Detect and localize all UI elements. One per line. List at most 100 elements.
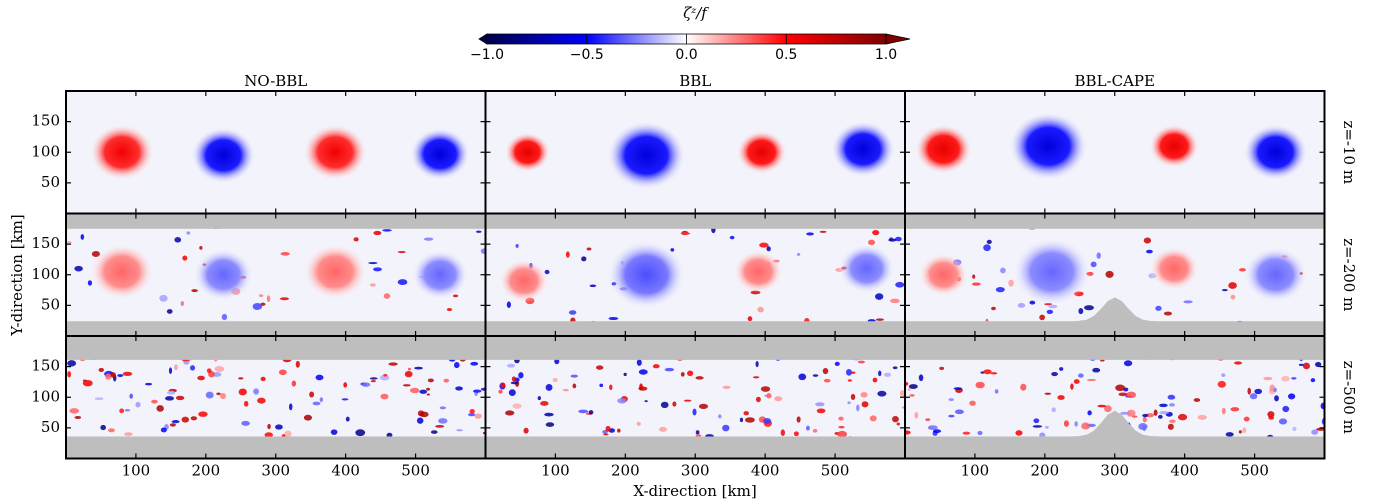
texture-spot	[108, 428, 115, 433]
texture-spot	[427, 378, 434, 383]
x-tick-label: 100	[541, 462, 570, 480]
texture-spot	[397, 279, 408, 286]
texture-spot	[1197, 414, 1207, 420]
eddy	[410, 128, 470, 180]
texture-spot	[763, 417, 772, 425]
texture-spot	[124, 432, 133, 437]
texture-spot	[169, 423, 176, 427]
texture-spot	[883, 372, 892, 377]
texture-spot	[1274, 395, 1279, 402]
x-tick-label: 500	[821, 462, 850, 480]
eddy	[607, 121, 685, 189]
texture-spot	[220, 392, 227, 400]
texture-spot	[523, 427, 529, 434]
eddy	[733, 250, 783, 294]
texture-spot	[588, 410, 594, 415]
texture-spot	[1029, 300, 1036, 305]
x-axis-label: X-direction [km]	[633, 482, 756, 500]
texture-spot	[857, 360, 865, 364]
texture-spot	[174, 237, 182, 243]
texture-spot	[1096, 252, 1101, 259]
column-title: NO-BBL	[244, 72, 307, 90]
texture-spot	[252, 302, 263, 310]
texture-spot	[918, 374, 924, 382]
texture-spot	[160, 427, 167, 433]
texture-spot	[638, 369, 648, 375]
texture-spot	[722, 424, 730, 432]
texture-spot	[1278, 418, 1288, 425]
texture-spot	[511, 376, 516, 382]
texture-spot	[407, 367, 411, 371]
texture-spot	[87, 280, 93, 286]
texture-spot	[506, 363, 516, 368]
texture-spot	[1039, 314, 1046, 321]
texture-spot	[480, 387, 486, 391]
eddy	[193, 249, 253, 301]
texture-spot	[1059, 367, 1064, 371]
texture-spot	[537, 396, 541, 401]
texture-spot	[909, 394, 915, 397]
texture-spot	[67, 360, 77, 367]
texture-spot	[644, 400, 648, 403]
texture-spot	[695, 430, 700, 435]
eddy	[737, 130, 787, 174]
texture-spot	[890, 298, 900, 304]
y-tick-label: 100	[31, 265, 60, 283]
texture-spot	[168, 367, 173, 375]
texture-spot	[370, 380, 376, 383]
x-tick-label: 300	[1100, 462, 1129, 480]
texture-spot	[745, 417, 755, 423]
texture-spot	[815, 402, 825, 407]
colorbar-tick-label: 0.0	[675, 47, 697, 63]
texture-spot	[570, 374, 578, 378]
texture-spot	[159, 294, 168, 302]
texture-spot	[426, 393, 431, 396]
texture-spot	[1242, 427, 1247, 434]
texture-spot	[1120, 411, 1130, 415]
texture-spot	[303, 414, 313, 421]
texture-spot	[692, 408, 697, 416]
texture-spot	[589, 284, 597, 288]
texture-spot	[182, 255, 188, 261]
texture-spot	[129, 393, 133, 399]
texture-spot	[278, 369, 287, 376]
texture-spot	[617, 428, 621, 433]
texture-spot	[280, 251, 290, 256]
texture-spot	[257, 397, 266, 404]
eddy	[915, 124, 972, 174]
texture-spot	[498, 389, 503, 394]
texture-spot	[908, 384, 918, 389]
texture-spot	[994, 389, 999, 394]
texture-spot	[1221, 407, 1226, 415]
texture-spot	[759, 242, 769, 248]
texture-spot	[414, 366, 423, 370]
texture-spot	[454, 361, 460, 369]
texture-spot	[639, 383, 643, 390]
texture-spot	[977, 430, 983, 436]
texture-spot	[135, 401, 141, 408]
texture-spot	[1142, 425, 1147, 432]
texture-spot	[468, 413, 476, 417]
texture-spot	[515, 243, 519, 248]
texture-spot	[545, 383, 553, 391]
texture-spot	[861, 401, 869, 408]
texture-spot	[82, 379, 93, 387]
texture-spot	[1158, 414, 1163, 419]
texture-spot	[752, 376, 760, 379]
texture-spot	[379, 374, 390, 381]
texture-spot	[939, 366, 945, 371]
panel	[905, 91, 1325, 214]
texture-spot	[1298, 363, 1304, 367]
x-tick-label: 300	[261, 462, 290, 480]
texture-spot	[867, 239, 876, 246]
texture-spot	[1097, 404, 1107, 408]
texture-spot	[1163, 311, 1172, 316]
texture-spot	[729, 235, 735, 240]
texture-spot	[875, 318, 884, 321]
texture-spot	[1048, 304, 1058, 309]
texture-spot	[1230, 294, 1236, 300]
texture-spot	[1243, 416, 1250, 422]
texture-spot	[798, 373, 807, 381]
texture-spot	[438, 418, 448, 424]
texture-spot	[1032, 425, 1043, 428]
